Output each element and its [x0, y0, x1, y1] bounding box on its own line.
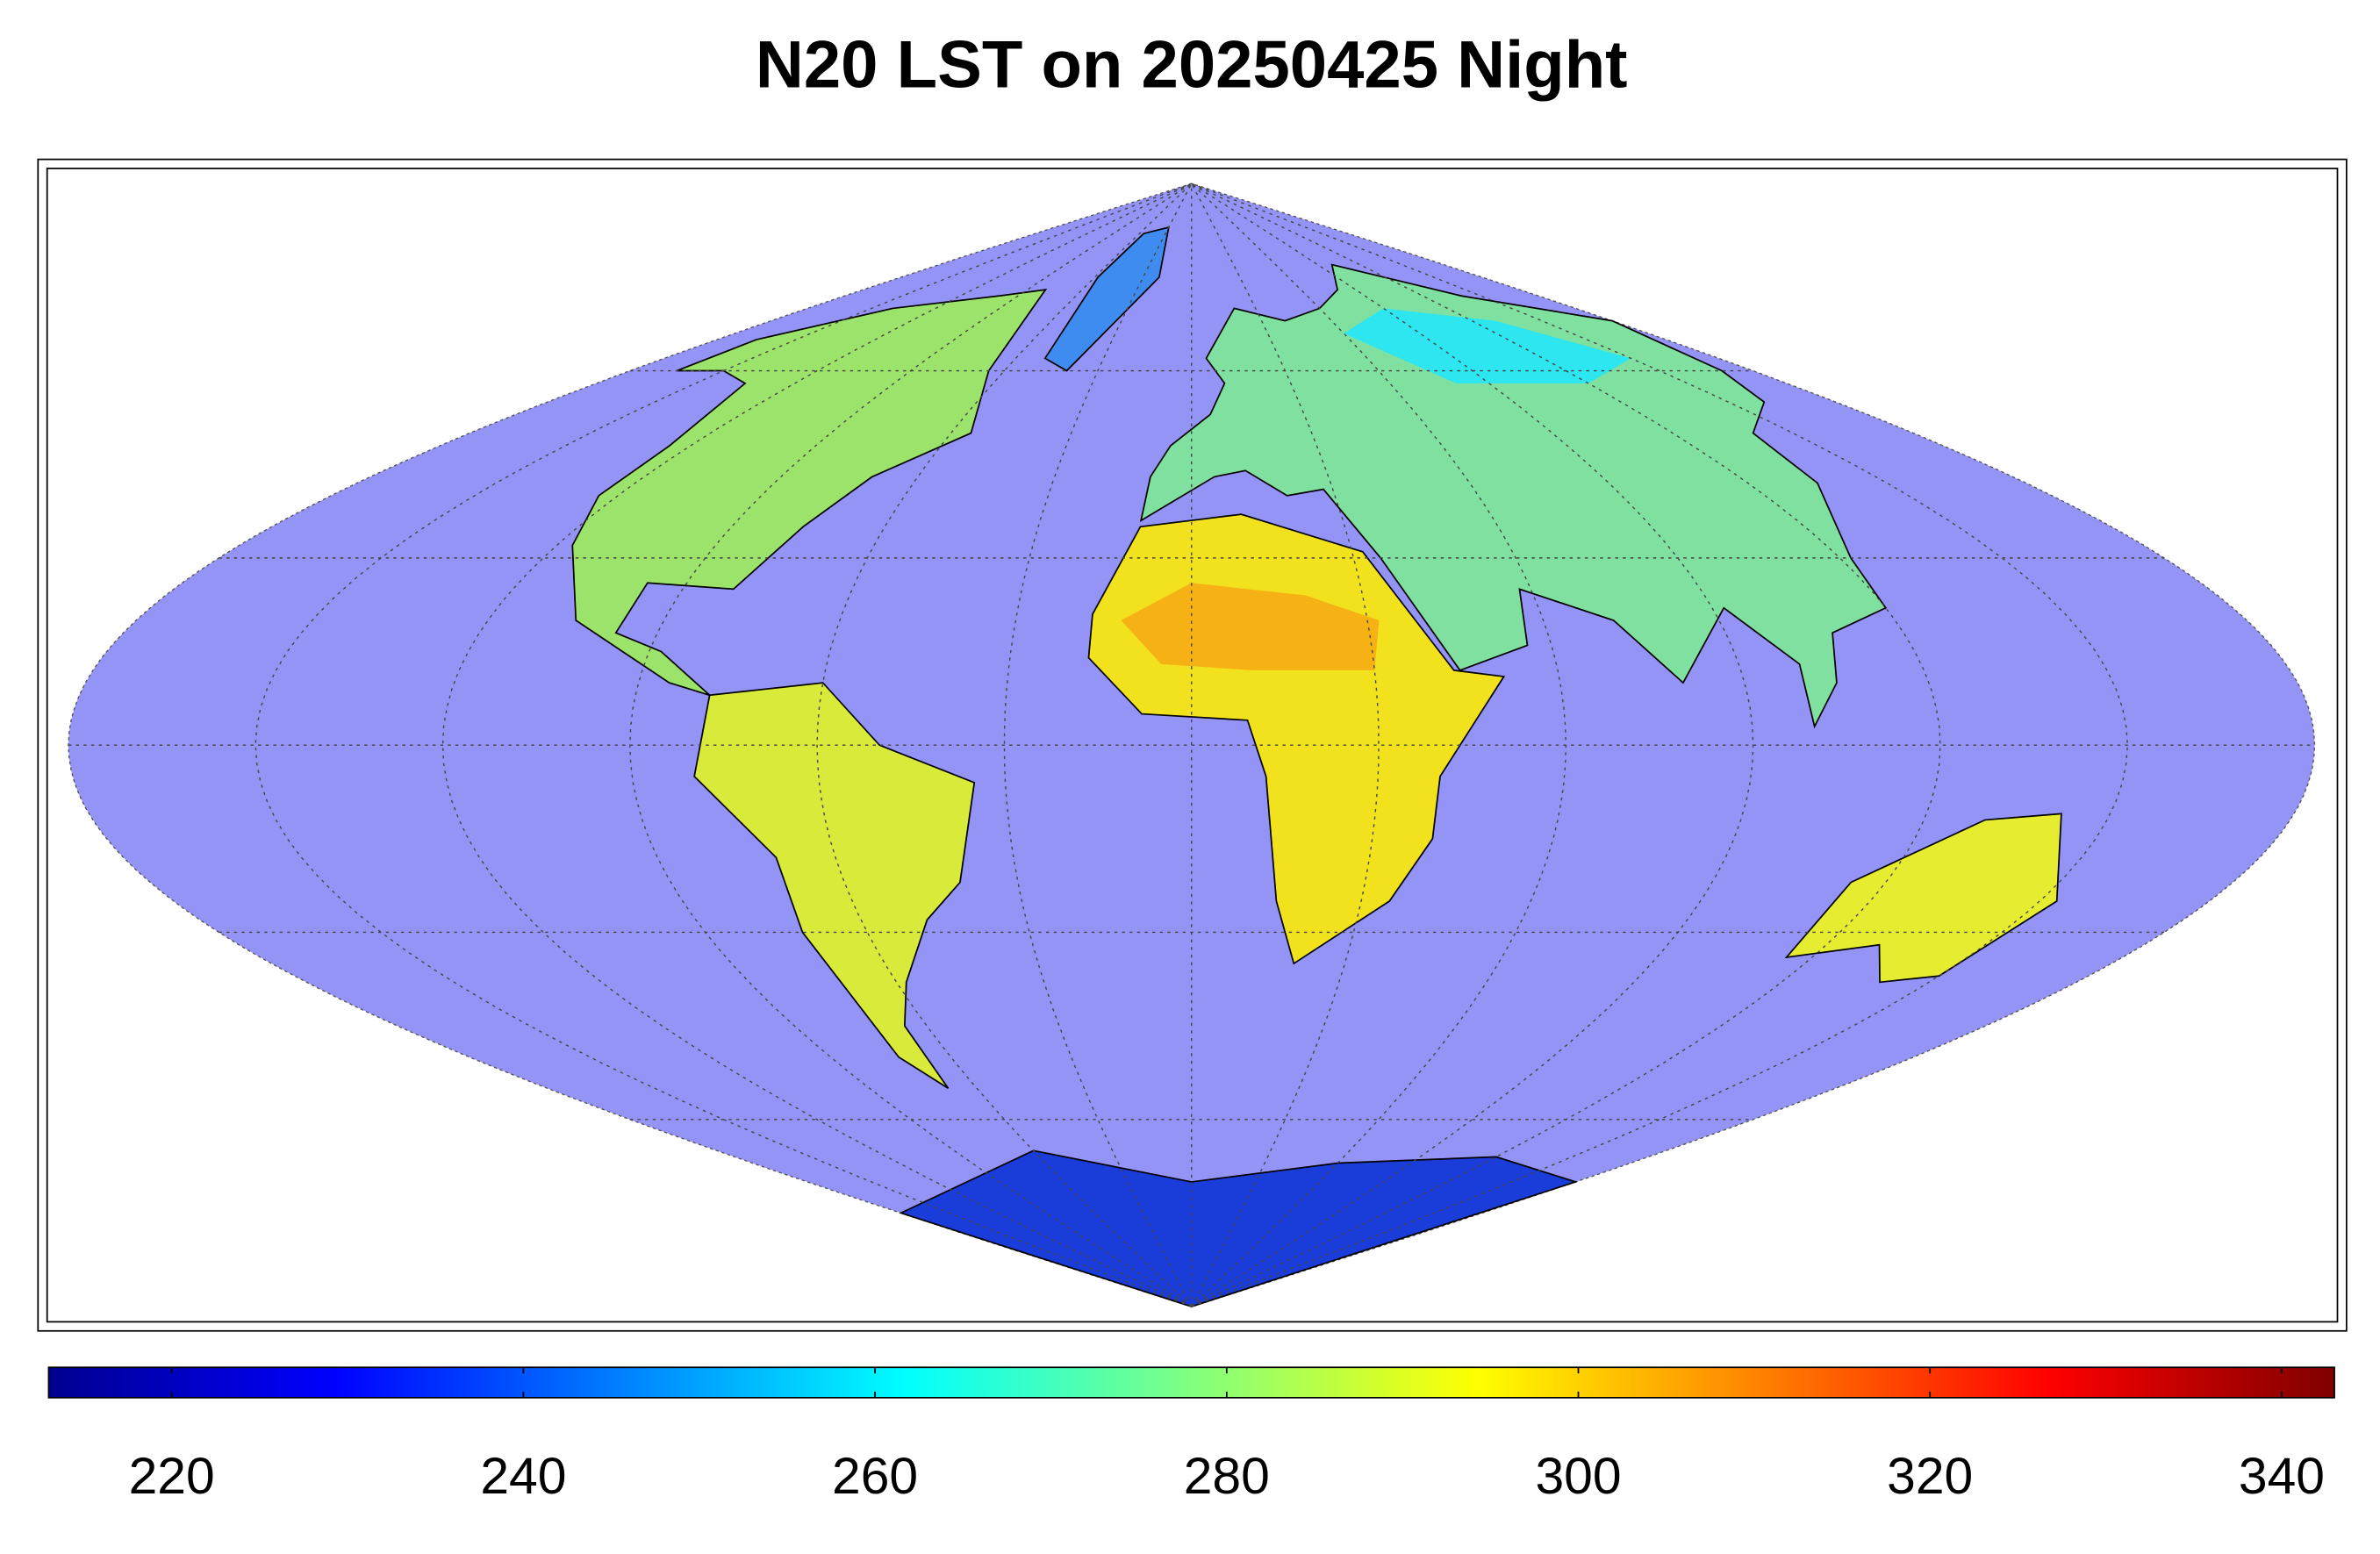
- colorbar-tick-label: 260: [832, 1448, 918, 1505]
- title: N20 LST on 20250425 Night: [756, 28, 1628, 103]
- colorbar: 220 240 260 280 300 320 340: [47, 1366, 2335, 1505]
- australia: [1784, 813, 2062, 984]
- colorbar-gradient: [47, 1366, 2335, 1399]
- antarctica: [899, 1149, 1579, 1308]
- meridian: [629, 183, 1193, 1307]
- colorbar-tick-label: 300: [1535, 1448, 1621, 1505]
- desert-hot: [1121, 583, 1380, 670]
- south-america: [693, 682, 976, 1089]
- map: [68, 183, 2316, 1308]
- meridian: [1003, 183, 1193, 1307]
- meridian: [816, 183, 1193, 1307]
- colorbar-tick-label: 320: [1887, 1448, 1973, 1505]
- frame-outer: [37, 158, 2348, 1332]
- meridian: [1191, 183, 1941, 1307]
- colorbar-tick-label: 240: [480, 1448, 566, 1505]
- siberia-cold: [1344, 308, 1631, 383]
- frame-inner: [46, 168, 2339, 1323]
- colorbar-tick-label: 220: [129, 1448, 215, 1505]
- meridian: [1191, 183, 1380, 1307]
- colorbar-tick-label: 280: [1184, 1448, 1270, 1505]
- north-america: [571, 289, 1048, 697]
- meridian: [1191, 183, 1567, 1307]
- meridian: [441, 183, 1193, 1307]
- meridian: [1191, 183, 1754, 1307]
- colorbar-tick-label: 340: [2239, 1448, 2325, 1505]
